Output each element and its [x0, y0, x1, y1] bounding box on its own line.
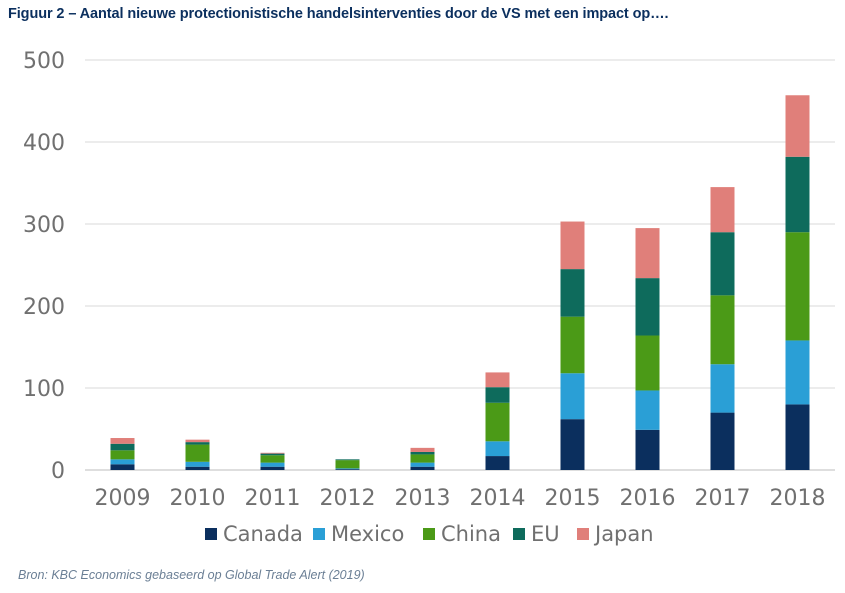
bar-canada-2018	[785, 404, 810, 470]
bar-mexico-2010	[185, 461, 210, 467]
bar-china-2017	[710, 295, 735, 365]
bar-china-2011	[260, 455, 285, 463]
x-tick-label: 2011	[245, 486, 301, 511]
bar-mexico-2012	[335, 468, 360, 470]
bar-china-2018	[785, 232, 810, 341]
y-tick-label: 0	[51, 459, 65, 484]
bar-mexico-2009	[110, 459, 135, 465]
bar-eu-2013	[410, 451, 435, 455]
bar-eu-2016	[635, 278, 660, 336]
bar-japan-2010	[185, 439, 210, 443]
y-tick-label: 100	[23, 377, 65, 402]
bar-eu-2018	[785, 156, 810, 233]
bar-mexico-2011	[260, 462, 285, 467]
legend-item-canada: Canada	[205, 522, 303, 546]
x-tick-label: 2014	[470, 486, 526, 511]
bar-mexico-2018	[785, 340, 810, 405]
bar-china-2015	[560, 316, 585, 374]
legend-swatch	[313, 528, 325, 540]
legend-label: EU	[531, 522, 560, 546]
bar-japan-2015	[560, 221, 585, 270]
bar-eu-2015	[560, 269, 585, 317]
y-tick-label: 300	[23, 213, 65, 238]
bar-eu-2010	[185, 442, 210, 445]
bar-japan-2018	[785, 95, 810, 157]
bar-eu-2011	[260, 453, 285, 456]
bar-canada-2011	[260, 466, 285, 470]
legend-item-japan: Japan	[577, 522, 654, 546]
x-tick-label: 2012	[320, 486, 376, 511]
x-tick-label: 2009	[95, 486, 151, 511]
bar-japan-2009	[110, 438, 135, 444]
bar-canada-2014	[485, 456, 510, 470]
x-tick-label: 2017	[695, 486, 751, 511]
bar-mexico-2016	[635, 390, 660, 430]
bar-canada-2012	[335, 469, 360, 470]
y-tick-label: 400	[23, 131, 65, 156]
x-tick-label: 2015	[545, 486, 601, 511]
y-axis: 0 100 200 300 400 500	[23, 49, 65, 484]
bar-eu-2012	[335, 459, 360, 461]
bar-japan-2011	[260, 452, 285, 454]
x-tick-label: 2018	[770, 486, 826, 511]
legend-item-mexico: Mexico	[313, 522, 404, 546]
legend: Canada Mexico China EU Japan	[205, 522, 654, 546]
bar-canada-2016	[635, 429, 660, 470]
bar-canada-2017	[710, 412, 735, 470]
bar-eu-2017	[710, 232, 735, 296]
legend-item-china: China	[423, 522, 501, 546]
bar-canada-2013	[410, 466, 435, 470]
bar-china-2012	[335, 460, 360, 469]
bar-eu-2009	[110, 443, 135, 451]
bar-china-2013	[410, 454, 435, 463]
bar-mexico-2017	[710, 364, 735, 413]
chart-title: Figuur 2 – Aantal nieuwe protectionistis…	[8, 6, 669, 22]
bar-japan-2016	[635, 228, 660, 279]
y-tick-label: 200	[23, 295, 65, 320]
legend-label: China	[441, 522, 501, 546]
bar-eu-2014	[485, 387, 510, 403]
legend-swatch	[577, 528, 589, 540]
bars	[110, 95, 810, 470]
bar-japan-2013	[410, 447, 435, 452]
legend-swatch	[513, 528, 525, 540]
bar-canada-2009	[110, 464, 135, 470]
legend-swatch	[423, 528, 435, 540]
bar-china-2014	[485, 402, 510, 442]
bar-japan-2014	[485, 372, 510, 388]
legend-label: Canada	[223, 522, 303, 546]
bar-canada-2015	[560, 419, 585, 470]
bar-china-2009	[110, 450, 135, 460]
x-tick-label: 2010	[170, 486, 226, 511]
x-tick-label: 2013	[395, 486, 451, 511]
bar-china-2016	[635, 335, 660, 391]
legend-label: Japan	[593, 522, 654, 546]
legend-item-eu: EU	[513, 522, 560, 546]
x-axis: 2009 2010 2011 2012 2013 2014 2015 2016 2017 2018	[95, 486, 826, 511]
bar-china-2010	[185, 444, 210, 462]
legend-label: Mexico	[331, 522, 404, 546]
bar-mexico-2013	[410, 462, 435, 467]
bar-mexico-2015	[560, 373, 585, 420]
source-note: Bron: KBC Economics gebaseerd op Global …	[18, 568, 365, 582]
y-tick-label: 500	[23, 49, 65, 74]
x-tick-label: 2016	[620, 486, 676, 511]
legend-swatch	[205, 528, 217, 540]
bar-japan-2017	[710, 187, 735, 233]
bar-canada-2010	[185, 466, 210, 470]
bar-mexico-2014	[485, 441, 510, 457]
gridlines	[85, 59, 835, 471]
